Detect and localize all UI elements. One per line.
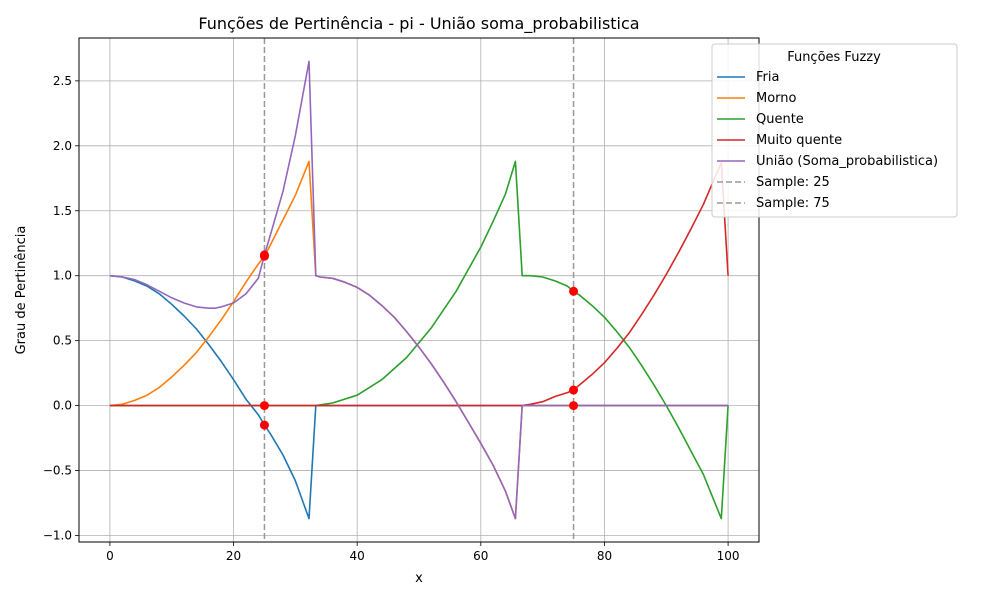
y-tick-label: −0.5: [43, 464, 72, 478]
series-lines: [109, 60, 729, 520]
legend-entry-label: Sample: 75: [756, 196, 830, 211]
legend-entry-label: Muito quente: [756, 133, 842, 148]
y-tick-label: 0.0: [53, 399, 72, 413]
series-line: [109, 160, 729, 520]
y-tick-label: 2.0: [53, 139, 72, 153]
legend: Funções Fuzzy Fria Morno Quente Muito quent…: [711, 43, 958, 218]
x-tick-label: 100: [717, 549, 740, 563]
y-tick-label: 0.5: [53, 334, 72, 348]
legend-entry-label: Quente: [756, 112, 804, 127]
y-axis-ticks: −1.0 −0.5 0.0 0.5 1.0 1.5 2.0 2.5: [43, 74, 79, 543]
sample-point: [259, 420, 269, 430]
legend-entry-label: Morno: [756, 91, 797, 106]
x-axis-ticks: 0 20 40 60 80 100: [106, 542, 740, 563]
series-line: [109, 60, 729, 520]
y-axis-label: Grau de Pertinência: [14, 226, 29, 355]
sample-point: [259, 401, 269, 411]
legend-entry-label: União (Soma_probabilistica): [756, 154, 938, 169]
x-axis-label: x: [415, 571, 423, 586]
y-tick-label: 1.0: [53, 269, 72, 283]
sample-point: [569, 286, 579, 296]
sample-point: [569, 385, 579, 395]
legend-box: [711, 43, 958, 218]
sample-point: [259, 250, 269, 260]
plot-frame: [78, 37, 760, 543]
legend-entry-label: Sample: 25: [756, 175, 830, 190]
sample-points: [259, 250, 579, 430]
y-tick-label: −1.0: [43, 529, 72, 543]
legend-entry-label: Fria: [756, 70, 779, 85]
plot-area: [79, 38, 759, 542]
x-tick-label: 0: [106, 549, 114, 563]
legend-items: Fria Morno Quente Muito quente União (Soma_p…: [717, 70, 938, 211]
x-tick-label: 20: [226, 549, 241, 563]
x-tick-label: 60: [473, 549, 488, 563]
legend-title: Funções Fuzzy: [787, 50, 881, 65]
series-line: [109, 161, 729, 407]
y-tick-label: 2.5: [53, 74, 72, 88]
x-tick-label: 80: [597, 549, 612, 563]
chart-title: Funções de Pertinência - pi - União soma…: [198, 14, 639, 34]
x-tick-label: 40: [350, 549, 365, 563]
sample-point: [569, 401, 579, 411]
y-tick-label: 1.5: [53, 204, 72, 218]
